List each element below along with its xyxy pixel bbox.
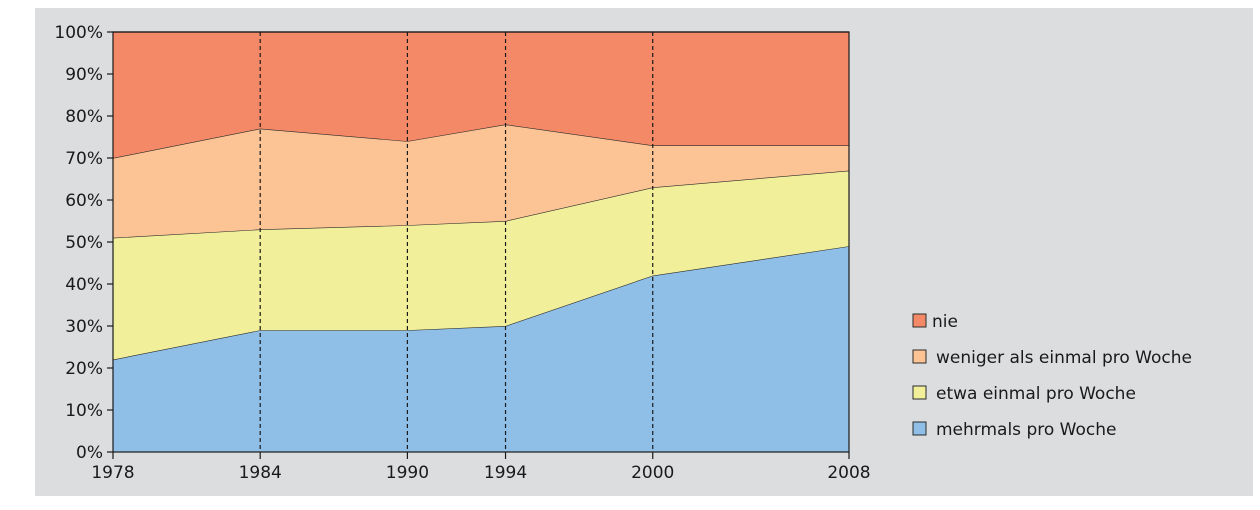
y-tick-label: 80%	[65, 107, 103, 127]
x-tick-label: 1984	[239, 463, 282, 483]
y-tick-label: 70%	[65, 149, 103, 169]
legend-label: mehrmals pro Woche	[936, 420, 1116, 440]
chart-frame: 0% 10% 20% 30% 40% 50% 60% 70% 80% 90% 100% 1978 19…	[35, 8, 1253, 496]
legend-swatch	[912, 349, 927, 364]
y-tick-label: 40%	[65, 275, 103, 295]
y-tick-label: 10%	[65, 401, 103, 421]
y-tick-label: 30%	[65, 317, 103, 337]
x-tick-label: 1990	[386, 463, 429, 483]
legend-swatch	[912, 313, 927, 328]
y-tick-label: 60%	[65, 191, 103, 211]
legend-label: nie	[932, 312, 958, 332]
area-etwa-einmal-pro-woche	[113, 170, 849, 360]
x-tick-label: 2000	[631, 463, 674, 483]
area-nie	[113, 32, 849, 158]
legend-label: weniger als einmal pro Woche	[936, 348, 1192, 368]
y-tick-label: 0%	[76, 443, 103, 463]
y-tick-label: 90%	[65, 65, 103, 85]
legend-swatch	[912, 385, 927, 400]
legend-swatch	[912, 421, 927, 436]
y-tick-label: 100%	[54, 23, 103, 43]
legend-label: etwa einmal pro Woche	[936, 384, 1136, 404]
x-tick-label: 1978	[91, 463, 134, 483]
area-mehrmals-pro-woche	[113, 246, 849, 452]
y-tick-label: 20%	[65, 359, 103, 379]
x-tick-label: 1994	[484, 463, 527, 483]
area-weniger-als-einmal-pro-woche	[113, 124, 849, 238]
stacked-area-chart: 0% 10% 20% 30% 40% 50% 60% 70% 80% 90% 100% 1978 19…	[54, 23, 1192, 483]
y-tick-label: 50%	[65, 233, 103, 253]
x-tick-label: 2008	[827, 463, 870, 483]
